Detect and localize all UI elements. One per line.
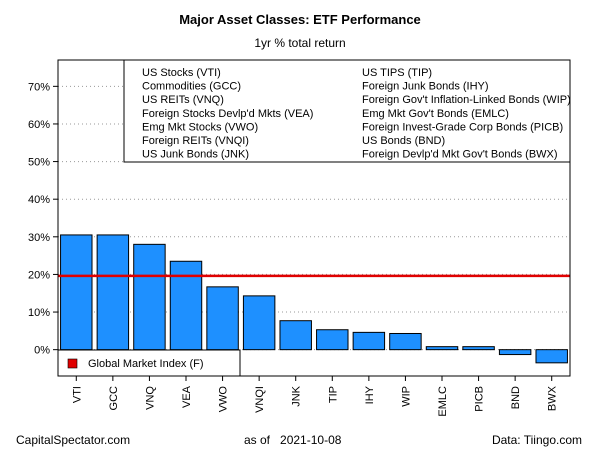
legend-item: Foreign Junk Bonds (IHY) [362, 81, 489, 93]
bar-TIP [316, 329, 349, 351]
footer-as-of-label: as of [244, 433, 271, 447]
x-tick-label-VEA: VEA [181, 385, 193, 408]
chart-subtitle: 1yr % total return [254, 36, 346, 50]
legend-item: US Stocks (VTI) [142, 67, 221, 79]
chart-title: Major Asset Classes: ETF Performance [179, 12, 421, 27]
legend-item: Foreign Gov't Inflation-Linked Bonds (WI… [362, 94, 571, 106]
footer-as-of-date: 2021-10-08 [280, 433, 342, 447]
bar-BND [498, 349, 532, 356]
x-tick-label-VTI: VTI [71, 386, 83, 403]
etf-legend-box [123, 59, 571, 163]
bar-VNQ [133, 243, 166, 351]
bar-JNK [279, 320, 312, 351]
bar-VNQI [242, 295, 276, 351]
x-tick-label-VWO: VWO [218, 386, 230, 413]
reference-legend-box [57, 349, 241, 377]
x-tick-label-BND: BND [510, 386, 522, 409]
legend-item: US Junk Bonds (JNK) [142, 149, 249, 161]
y-tick-label: 60% [28, 119, 50, 131]
legend-item: Emg Mkt Stocks (VWO) [142, 121, 258, 133]
y-tick-label: 10% [28, 307, 50, 319]
x-tick-label-VNQ: VNQ [144, 386, 156, 410]
bar-GCC [96, 234, 130, 351]
legend-item: Foreign Stocks Devlp'd Mkts (VEA) [142, 108, 313, 120]
reference-legend-label: Global Market Index (F) [88, 358, 204, 370]
x-tick-label-BWX: BWX [547, 385, 559, 411]
legend-item: Emg Mkt Gov't Bonds (EMLC) [362, 108, 509, 120]
bar-BWX [535, 349, 568, 364]
x-tick-label-PICB: PICB [474, 386, 486, 412]
legend-item: Foreign Invest-Grade Corp Bonds (PICB) [362, 121, 563, 133]
y-tick-label: 20% [28, 269, 50, 281]
y-tick-label: 50% [28, 157, 50, 169]
footer-as-of: as of 2021-10-08 [244, 433, 341, 447]
legend-item: US TIPS (TIP) [362, 67, 432, 79]
legend-item: US REITs (VNQ) [142, 94, 224, 106]
footer-data-source: Data: Tiingo.com [491, 433, 582, 447]
x-tick-label-JNK: JNK [291, 385, 303, 406]
bar-VTI [60, 234, 93, 351]
legend-item: Foreign Devlp'd Mkt Gov't Bonds (BWX) [362, 149, 558, 161]
legend-item: Foreign REITs (VNQI) [142, 135, 249, 147]
x-tick-label-IHY: IHY [364, 385, 376, 404]
legend-item: Commodities (GCC) [142, 81, 241, 93]
bar-PICB [462, 346, 495, 351]
bar-VEA [169, 260, 203, 351]
bar-WIP [389, 332, 422, 351]
footer-source-site: CapitalSpectator.com [16, 433, 131, 447]
legend-item: US Bonds (BND) [362, 135, 445, 147]
x-tick-label-VNQI: VNQI [254, 386, 266, 413]
x-tick-label-GCC: GCC [108, 386, 120, 411]
x-tick-label-WIP: WIP [400, 386, 412, 407]
x-tick-label-EMLC: EMLC [437, 386, 449, 417]
bar-VWO [206, 286, 239, 351]
x-tick-label-TIP: TIP [327, 386, 339, 403]
y-tick-label: 0% [34, 345, 50, 357]
y-tick-label: 40% [28, 194, 50, 206]
y-tick-label: 70% [28, 81, 50, 93]
bar-IHY [352, 331, 386, 351]
y-tick-label: 30% [28, 232, 50, 244]
reference-legend-swatch [67, 358, 78, 369]
bar-EMLC [425, 346, 459, 351]
